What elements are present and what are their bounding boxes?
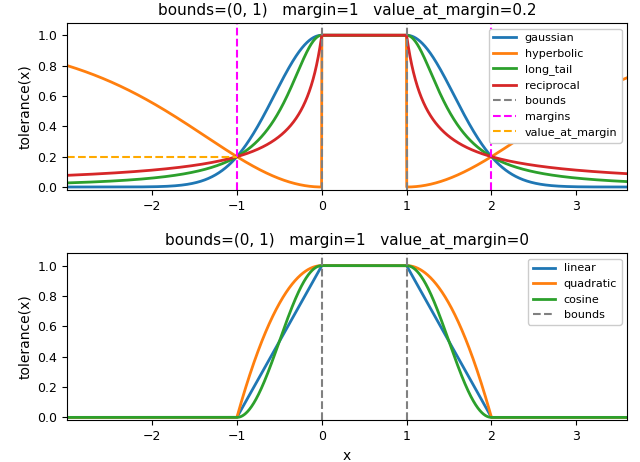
linear bbox=[321, 263, 329, 268]
long_tail bbox=[321, 32, 329, 38]
hyperbolic bbox=[505, 143, 513, 148]
hyperbolic bbox=[92, 73, 100, 79]
long_tail bbox=[63, 180, 71, 186]
hyperbolic bbox=[321, 32, 329, 38]
X-axis label: x: x bbox=[343, 449, 351, 462]
reciprocal bbox=[321, 32, 329, 38]
Line: gaussian: gaussian bbox=[67, 35, 627, 187]
reciprocal bbox=[318, 32, 326, 38]
long_tail bbox=[607, 178, 615, 183]
gaussian bbox=[321, 32, 329, 38]
quadratic bbox=[607, 414, 615, 420]
Line: quadratic: quadratic bbox=[67, 266, 627, 417]
Y-axis label: tolerance(x): tolerance(x) bbox=[18, 64, 32, 149]
Line: hyperbolic: hyperbolic bbox=[67, 35, 627, 187]
hyperbolic bbox=[607, 82, 615, 87]
quadratic bbox=[92, 414, 100, 420]
Legend: gaussian, hyperbolic, long_tail, reciprocal, bounds, margins, value_at_margin: gaussian, hyperbolic, long_tail, recipro… bbox=[489, 29, 621, 143]
gaussian bbox=[504, 169, 512, 175]
gaussian bbox=[92, 184, 100, 190]
value_at_margin bbox=[344, 154, 351, 159]
Title: bounds=(0, 1)   margin=1   value_at_margin=0.2: bounds=(0, 1) margin=1 value_at_margin=0… bbox=[158, 3, 536, 19]
hyperbolic bbox=[63, 63, 71, 68]
reciprocal bbox=[63, 173, 71, 178]
long_tail bbox=[318, 32, 326, 38]
quadratic bbox=[504, 414, 512, 420]
cosine bbox=[318, 263, 326, 268]
hyperbolic bbox=[318, 32, 326, 38]
cosine bbox=[336, 263, 344, 268]
value_at_margin bbox=[318, 154, 326, 159]
long_tail bbox=[623, 179, 631, 184]
linear bbox=[504, 414, 512, 420]
hyperbolic bbox=[403, 184, 411, 190]
gaussian bbox=[336, 32, 344, 38]
long_tail bbox=[607, 178, 615, 183]
gaussian bbox=[318, 32, 326, 38]
quadratic bbox=[63, 414, 71, 420]
gaussian bbox=[63, 184, 71, 190]
Legend: linear, quadratic, cosine, bounds: linear, quadratic, cosine, bounds bbox=[528, 259, 621, 325]
linear bbox=[607, 414, 615, 420]
cosine bbox=[92, 414, 100, 420]
quadratic bbox=[336, 263, 344, 268]
Line: linear: linear bbox=[67, 266, 627, 417]
cosine bbox=[623, 414, 631, 420]
quadratic bbox=[623, 414, 631, 420]
hyperbolic bbox=[336, 32, 344, 38]
cosine bbox=[504, 414, 512, 420]
Line: cosine: cosine bbox=[67, 266, 627, 417]
reciprocal bbox=[623, 171, 631, 176]
reciprocal bbox=[607, 170, 615, 176]
Y-axis label: tolerance(x): tolerance(x) bbox=[18, 295, 32, 379]
Line: long_tail: long_tail bbox=[67, 35, 627, 183]
gaussian bbox=[607, 184, 615, 190]
quadratic bbox=[321, 263, 329, 268]
long_tail bbox=[504, 162, 512, 167]
gaussian bbox=[607, 184, 615, 190]
cosine bbox=[607, 414, 615, 420]
reciprocal bbox=[504, 158, 512, 164]
cosine bbox=[321, 263, 329, 268]
reciprocal bbox=[92, 171, 100, 177]
Title: bounds=(0, 1)   margin=1   value_at_margin=0: bounds=(0, 1) margin=1 value_at_margin=0 bbox=[165, 233, 529, 249]
reciprocal bbox=[336, 32, 344, 38]
reciprocal bbox=[607, 170, 615, 176]
linear bbox=[336, 263, 344, 268]
linear bbox=[318, 263, 326, 268]
quadratic bbox=[607, 414, 615, 420]
linear bbox=[63, 414, 71, 420]
linear bbox=[623, 414, 631, 420]
quadratic bbox=[318, 263, 326, 268]
cosine bbox=[607, 414, 615, 420]
hyperbolic bbox=[623, 75, 631, 80]
Line: reciprocal: reciprocal bbox=[67, 35, 627, 176]
hyperbolic bbox=[607, 82, 615, 87]
linear bbox=[92, 414, 100, 420]
gaussian bbox=[623, 184, 631, 190]
cosine bbox=[63, 414, 71, 420]
linear bbox=[607, 414, 615, 420]
long_tail bbox=[336, 32, 344, 38]
long_tail bbox=[92, 179, 100, 185]
